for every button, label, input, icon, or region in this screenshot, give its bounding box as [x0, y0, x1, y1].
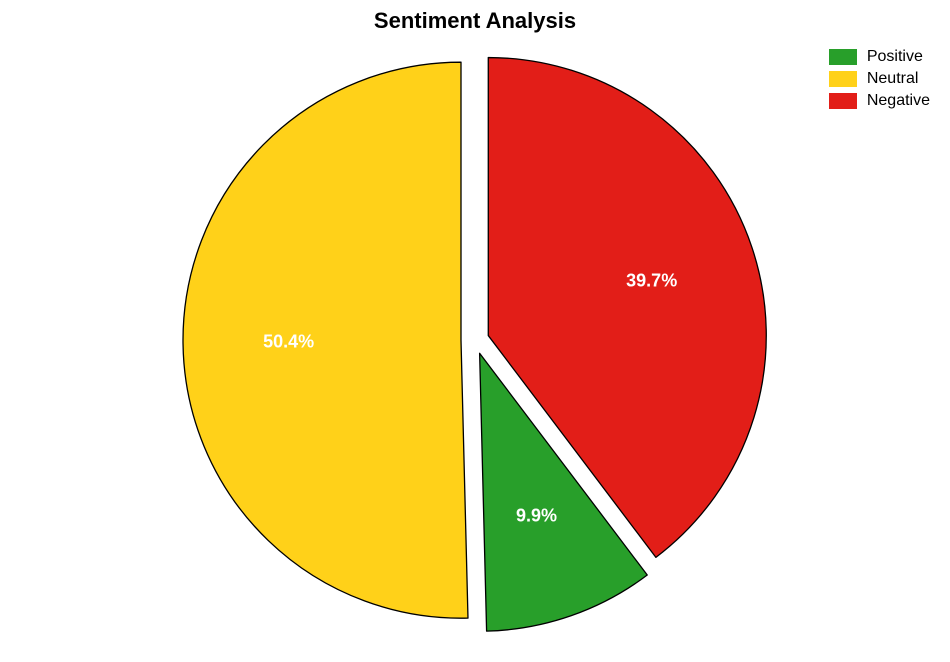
legend-label: Positive	[867, 48, 923, 66]
legend-swatch	[829, 93, 857, 109]
legend: Positive Neutral Negative	[829, 48, 930, 114]
legend-label: Negative	[867, 92, 930, 110]
legend-item: Neutral	[829, 70, 930, 88]
chart-container: Sentiment Analysis 39.7%9.9%50.4% Positi…	[0, 0, 950, 662]
pie-svg	[0, 0, 950, 662]
pie-slice-neutral	[183, 62, 468, 618]
pie-chart: 39.7% 9.9% 50.4%	[0, 0, 950, 662]
legend-item: Positive	[829, 48, 930, 66]
slice-label-negative: 39.7%	[626, 270, 677, 291]
legend-swatch	[829, 71, 857, 87]
slice-label-neutral: 50.4%	[263, 332, 314, 353]
legend-label: Neutral	[867, 70, 919, 88]
legend-swatch	[829, 49, 857, 65]
legend-item: Negative	[829, 92, 930, 110]
slice-label-positive: 9.9%	[516, 505, 557, 526]
